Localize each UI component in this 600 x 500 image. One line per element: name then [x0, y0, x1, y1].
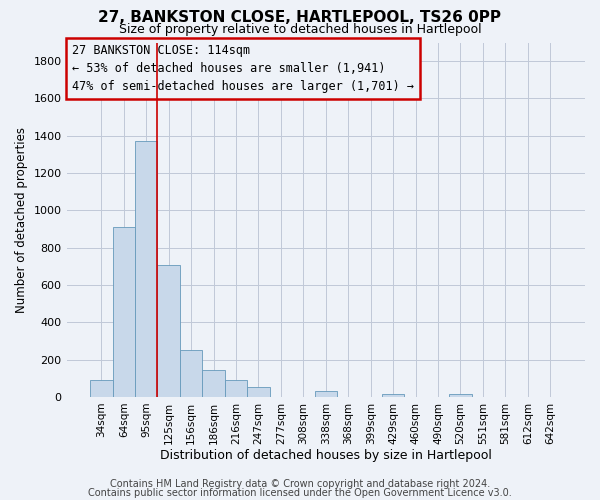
- Bar: [202, 370, 225, 397]
- Text: Contains HM Land Registry data © Crown copyright and database right 2024.: Contains HM Land Registry data © Crown c…: [110, 479, 490, 489]
- Bar: [157, 264, 180, 397]
- Bar: [180, 350, 202, 397]
- Text: Size of property relative to detached houses in Hartlepool: Size of property relative to detached ho…: [119, 22, 481, 36]
- Text: 27 BANKSTON CLOSE: 114sqm
← 53% of detached houses are smaller (1,941)
47% of se: 27 BANKSTON CLOSE: 114sqm ← 53% of detac…: [72, 44, 414, 94]
- Bar: [247, 388, 269, 397]
- Bar: [113, 227, 135, 397]
- Bar: [449, 394, 472, 397]
- Text: Contains public sector information licensed under the Open Government Licence v3: Contains public sector information licen…: [88, 488, 512, 498]
- Bar: [90, 380, 113, 397]
- X-axis label: Distribution of detached houses by size in Hartlepool: Distribution of detached houses by size …: [160, 450, 492, 462]
- Bar: [135, 142, 157, 397]
- Bar: [382, 394, 404, 397]
- Text: 27, BANKSTON CLOSE, HARTLEPOOL, TS26 0PP: 27, BANKSTON CLOSE, HARTLEPOOL, TS26 0PP: [98, 10, 502, 25]
- Y-axis label: Number of detached properties: Number of detached properties: [15, 126, 28, 312]
- Bar: [225, 380, 247, 397]
- Bar: [314, 392, 337, 397]
